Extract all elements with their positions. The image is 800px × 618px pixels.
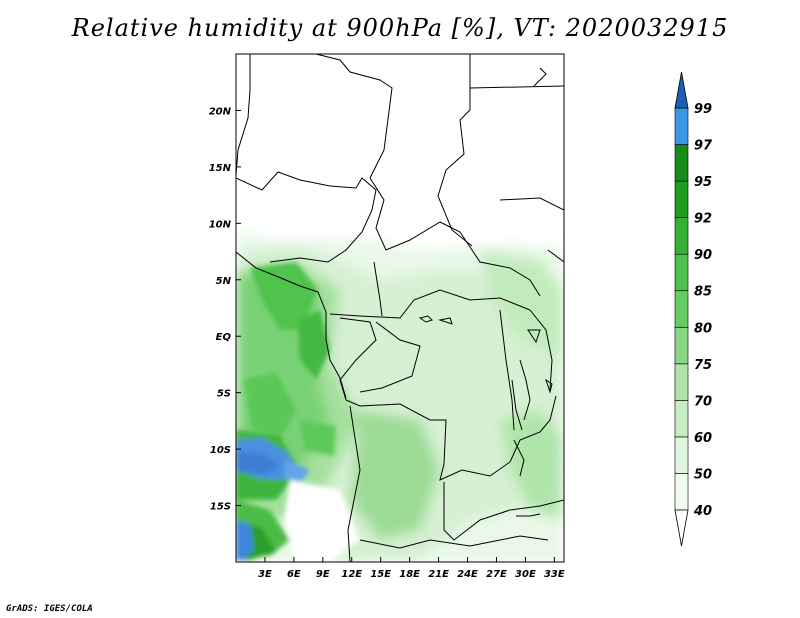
- colorbar-segment: [674, 400, 689, 438]
- lon-tick-label: 27E: [486, 569, 507, 580]
- lon-tick-label: 15E: [370, 569, 391, 580]
- colorbar-label: 92: [694, 212, 712, 227]
- latitude-ticks: 20N 15N 10N 5N EQ 5S 10S 15S: [209, 106, 241, 513]
- colorbar-label: 60: [694, 431, 712, 446]
- lat-tick-label: 20N: [209, 106, 232, 117]
- colorbar-label: 70: [694, 394, 712, 409]
- colorbar-segment: [674, 217, 689, 255]
- colorbar-segment: [674, 144, 689, 182]
- colorbar-label: 50: [694, 467, 712, 482]
- colorbar-segment: [674, 473, 689, 511]
- lakes-coastline: [236, 67, 553, 517]
- lon-tick-label: 18E: [399, 569, 420, 580]
- chart-title: Relative humidity at 900hPa [%], VT: 202…: [71, 14, 729, 42]
- humidity-field: [236, 54, 564, 562]
- colorbar-label: 95: [694, 175, 712, 190]
- lat-tick-label: 15N: [209, 163, 232, 174]
- colorbar-segment: [674, 180, 689, 218]
- lon-tick-label: 24E: [457, 569, 478, 580]
- colorbar-segment: [674, 290, 689, 328]
- lat-tick-label: 10S: [210, 445, 231, 456]
- colorbar-label: 75: [694, 358, 712, 373]
- lat-tick-label: EQ: [216, 332, 232, 343]
- lat-tick-label: 5N: [216, 276, 232, 287]
- colorbar-label: 85: [694, 285, 712, 300]
- lon-tick-label: 3E: [258, 569, 272, 580]
- colorbar-top-arrow: [674, 71, 689, 109]
- map-frame: [235, 53, 565, 563]
- lat-tick-label: 15S: [210, 502, 231, 513]
- colorbar: 40 50 60 70 75 80 85 90 92 95 97 99: [674, 71, 713, 547]
- lon-tick-label: 6E: [287, 569, 301, 580]
- colorbar-segment: [674, 107, 689, 145]
- colorbar-segment: [674, 253, 689, 292]
- lon-tick-label: 12E: [341, 569, 362, 580]
- lon-tick-label: 9E: [316, 569, 330, 580]
- colorbar-bottom-arrow: [674, 509, 689, 547]
- colorbar-label: 40: [693, 504, 712, 519]
- colorbar-segment: [674, 326, 689, 365]
- colorbar-segment: [674, 436, 689, 474]
- country-borders: [236, 54, 564, 562]
- longitude-ticks: 3E 6E 9E 12E 15E 18E 21E 24E 27E 30E 33E: [258, 557, 565, 580]
- lon-tick-label: 30E: [515, 569, 536, 580]
- grads-credit: GrADS: IGES/COLA: [6, 604, 93, 614]
- lat-tick-label: 5S: [217, 389, 231, 400]
- colorbar-label: 99: [694, 102, 712, 117]
- colorbar-label: 90: [694, 248, 712, 263]
- colorbar-label: 97: [694, 139, 713, 154]
- colorbar-label: 80: [694, 321, 712, 336]
- colorbar-segment: [674, 363, 689, 401]
- lat-tick-label: 10N: [209, 219, 232, 230]
- lon-tick-label: 33E: [544, 569, 565, 580]
- lon-tick-label: 21E: [428, 569, 449, 580]
